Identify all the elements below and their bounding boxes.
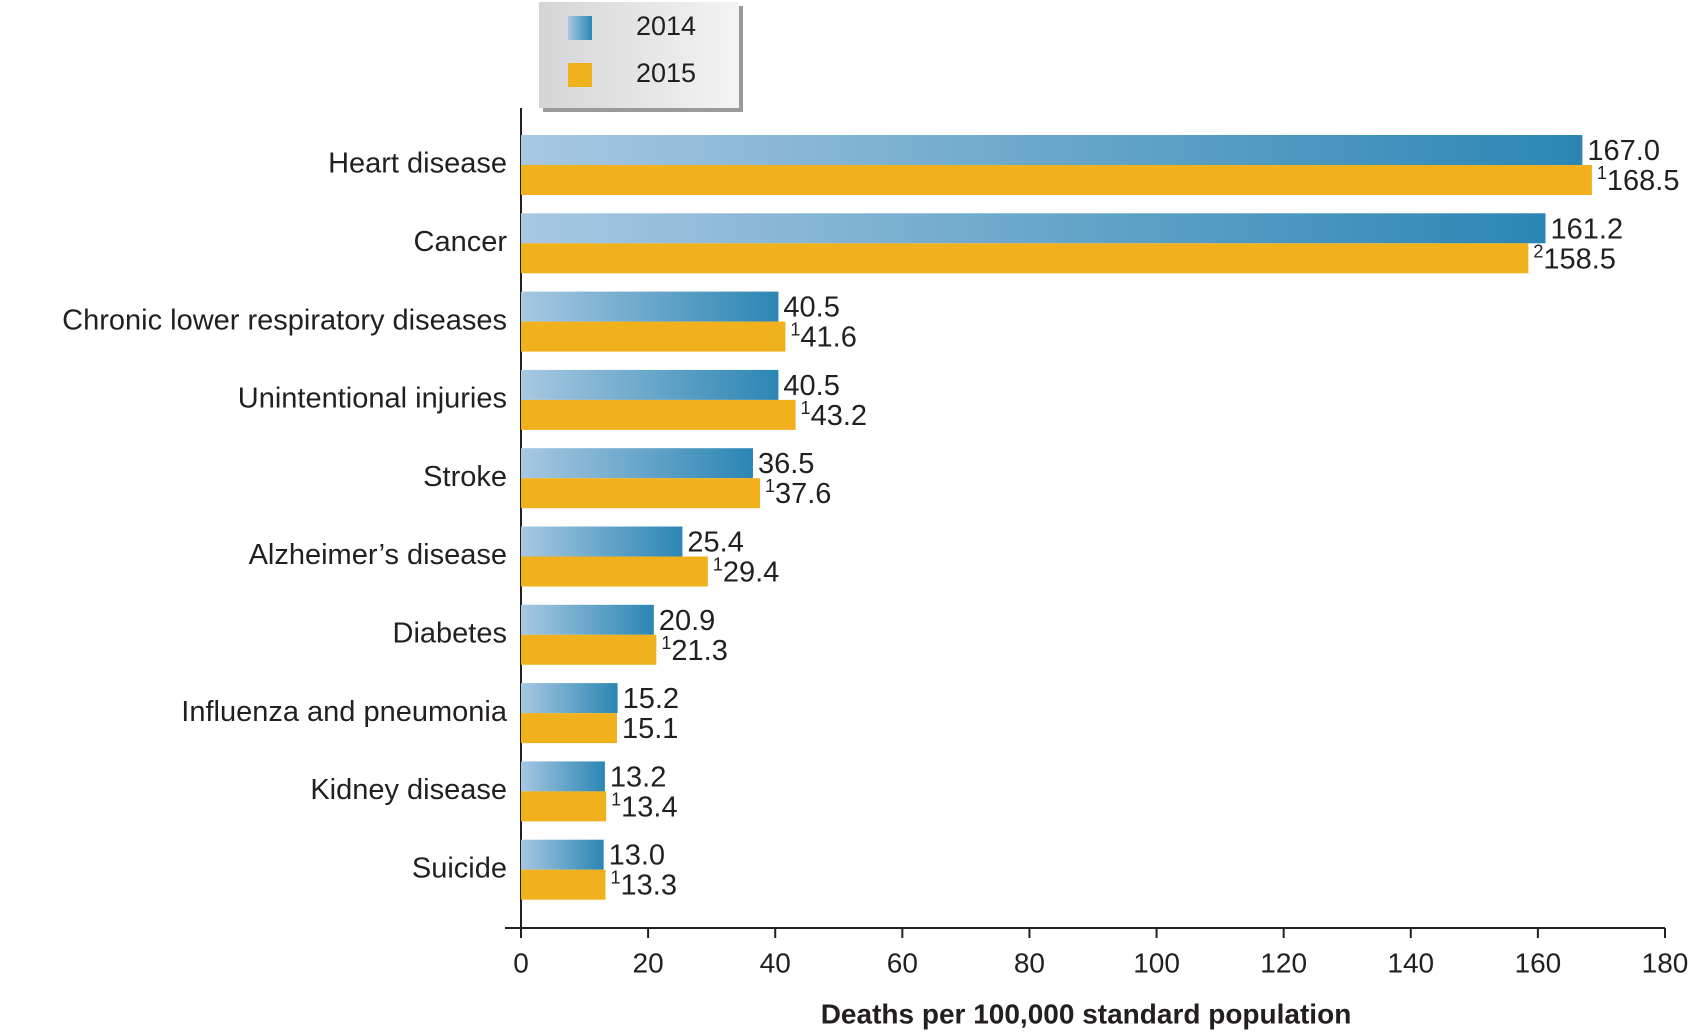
footnote-marker: 1	[611, 789, 621, 809]
y-tick-label: Chronic lower respiratory diseases	[62, 304, 507, 336]
value-text: 41.6	[800, 321, 856, 353]
y-tick-label: Kidney disease	[310, 774, 507, 806]
x-tick-label: 80	[1014, 947, 1045, 978]
bar	[521, 713, 617, 744]
bar	[521, 634, 657, 665]
bar	[521, 604, 654, 635]
value-label: 15.2	[623, 683, 679, 715]
y-tick-label: Heart disease	[328, 148, 507, 180]
footnote-marker: 1	[611, 867, 621, 887]
legend-label: 2014	[636, 11, 696, 41]
y-tick-label: Stroke	[423, 461, 507, 493]
value-label: 113.4	[611, 789, 677, 823]
legend-swatch	[568, 63, 592, 87]
x-tick-label: 40	[760, 947, 791, 978]
bar	[521, 448, 753, 479]
bar	[521, 761, 605, 792]
bar	[521, 839, 604, 870]
footnote-marker: 2	[1533, 241, 1543, 261]
value-label: 2158.5	[1533, 241, 1616, 275]
legend-swatch	[568, 16, 592, 40]
bar	[521, 478, 760, 509]
value-label: 25.4	[687, 526, 743, 558]
y-tick-label: Influenza and pneumonia	[181, 696, 508, 728]
value-text: 36.5	[758, 448, 814, 480]
y-tick-label: Suicide	[412, 852, 507, 884]
value-label: 13.2	[610, 761, 666, 793]
value-text: 20.9	[659, 604, 715, 636]
value-text: 161.2	[1551, 213, 1624, 245]
value-text: 13.4	[621, 791, 677, 823]
value-text: 13.2	[610, 761, 666, 793]
x-tick-label: 120	[1260, 947, 1307, 978]
value-label: 13.0	[609, 839, 665, 871]
x-tick-label: 180	[1642, 947, 1689, 978]
x-tick-label: 20	[633, 947, 664, 978]
value-text: 37.6	[775, 478, 831, 510]
bar	[521, 683, 618, 714]
value-text: 15.2	[623, 683, 679, 715]
x-tick-label: 60	[887, 947, 918, 978]
value-label: 137.6	[765, 476, 831, 510]
footnote-marker: 1	[1597, 163, 1607, 183]
value-text: 40.5	[783, 370, 839, 402]
value-label: 36.5	[758, 448, 814, 480]
value-text: 25.4	[687, 526, 743, 558]
legend-label: 2015	[636, 58, 696, 88]
value-label: 141.6	[790, 319, 856, 353]
y-tick-label: Alzheimer’s disease	[249, 539, 507, 571]
bar	[521, 791, 607, 822]
footnote-marker: 1	[713, 554, 723, 574]
x-tick-label: 0	[513, 947, 529, 978]
bar	[521, 291, 779, 322]
footnote-marker: 1	[801, 398, 811, 418]
value-label: 143.2	[801, 398, 867, 432]
x-tick-label: 100	[1133, 947, 1180, 978]
bar	[521, 369, 779, 400]
y-tick-label: Cancer	[414, 226, 508, 258]
value-label: 161.2	[1551, 213, 1624, 245]
value-label: 40.5	[783, 370, 839, 402]
value-text: 29.4	[723, 556, 779, 588]
bar	[521, 526, 683, 557]
bar	[521, 869, 606, 900]
value-text: 168.5	[1607, 165, 1680, 197]
value-text: 167.0	[1587, 135, 1660, 167]
value-label: 40.5	[783, 291, 839, 323]
value-label: 1168.5	[1597, 163, 1680, 197]
bar	[521, 399, 796, 430]
footnote-marker: 1	[661, 633, 671, 653]
value-label: 167.0	[1587, 135, 1660, 167]
value-text: 43.2	[811, 400, 867, 432]
footnote-marker: 1	[765, 476, 775, 496]
x-tick-label: 140	[1387, 947, 1434, 978]
value-label: 15.1	[622, 713, 678, 745]
value-label: 129.4	[713, 554, 779, 588]
value-label: 121.3	[661, 633, 727, 667]
value-label: 113.3	[611, 867, 677, 901]
value-label: 20.9	[659, 604, 715, 636]
bar	[521, 165, 1592, 195]
bar	[521, 321, 786, 352]
value-text: 158.5	[1543, 243, 1616, 275]
value-text: 40.5	[783, 291, 839, 323]
value-text: 13.3	[621, 869, 677, 901]
bar	[521, 213, 1546, 244]
x-axis-title: Deaths per 100,000 standard population	[821, 998, 1352, 1029]
value-text: 21.3	[671, 634, 727, 666]
value-text: 15.1	[622, 713, 678, 745]
y-tick-label: Unintentional injuries	[238, 383, 507, 415]
bar	[521, 556, 708, 587]
x-tick-label: 160	[1515, 947, 1562, 978]
bar	[521, 243, 1529, 274]
bar	[521, 135, 1583, 165]
value-text: 13.0	[609, 839, 665, 871]
y-tick-label: Diabetes	[393, 617, 507, 649]
footnote-marker: 1	[790, 319, 800, 339]
